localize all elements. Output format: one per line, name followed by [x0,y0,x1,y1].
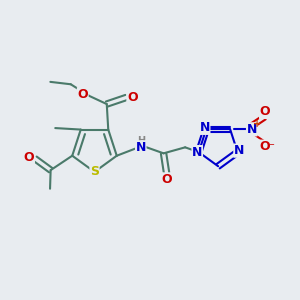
Text: N: N [234,144,244,157]
Text: O: O [127,91,138,104]
Text: O: O [260,105,270,119]
Text: O: O [161,173,172,186]
Text: H: H [137,136,145,146]
Text: S: S [90,165,99,178]
Text: N: N [136,141,146,154]
Text: N: N [192,146,202,159]
Text: O: O [77,88,88,101]
Text: N: N [200,121,210,134]
Text: N: N [247,123,257,136]
Text: O: O [24,151,34,164]
Text: O: O [260,140,270,153]
Text: +: + [253,119,261,129]
Text: ⁻: ⁻ [268,142,274,152]
